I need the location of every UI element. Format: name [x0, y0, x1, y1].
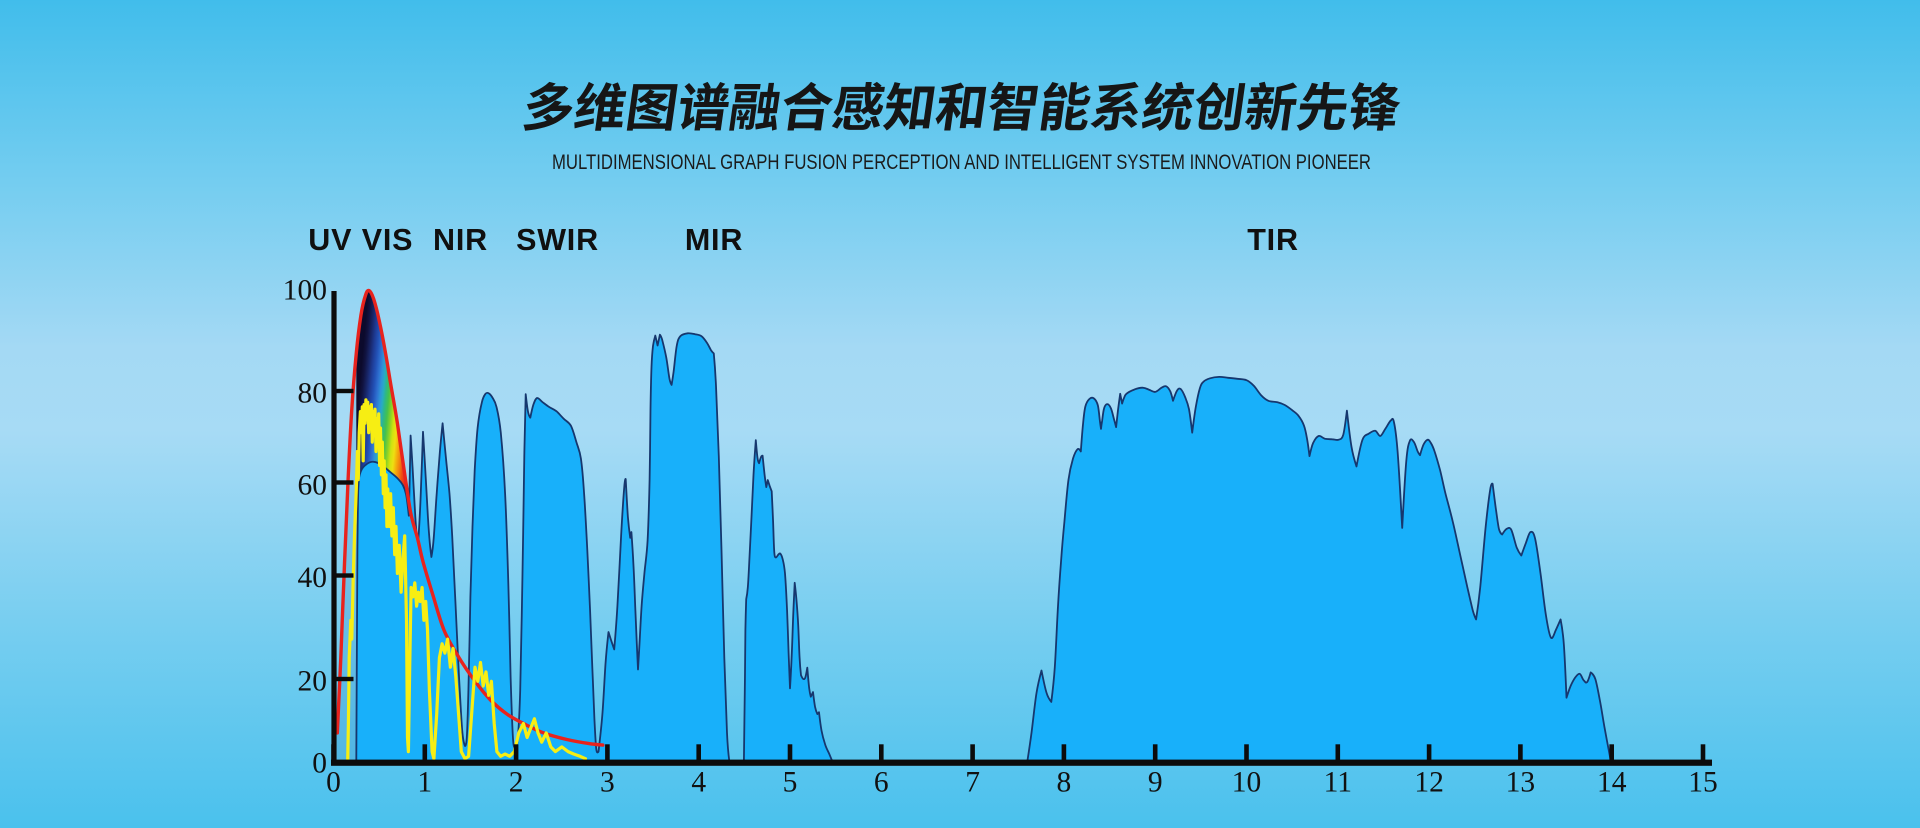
svg-text:SWIR: SWIR [516, 223, 599, 257]
svg-text:2: 2 [509, 767, 524, 799]
svg-text:1: 1 [417, 767, 432, 799]
svg-text:UV: UV [308, 223, 352, 257]
svg-text:13: 13 [1506, 767, 1536, 799]
svg-text:4: 4 [691, 767, 706, 799]
svg-text:20: 20 [298, 666, 328, 698]
svg-text:0: 0 [312, 748, 327, 780]
svg-text:40: 40 [298, 562, 328, 594]
svg-text:60: 60 [298, 470, 328, 502]
svg-text:7: 7 [965, 767, 980, 799]
svg-text:5: 5 [783, 767, 798, 799]
svg-text:3: 3 [600, 767, 615, 799]
svg-text:10: 10 [1232, 767, 1262, 799]
svg-text:80: 80 [298, 378, 328, 410]
svg-text:0: 0 [326, 767, 341, 799]
svg-text:VIS: VIS [362, 223, 414, 257]
svg-text:TIR: TIR [1247, 223, 1299, 257]
svg-text:100: 100 [283, 275, 327, 307]
svg-text:14: 14 [1597, 767, 1627, 799]
svg-text:11: 11 [1324, 767, 1352, 799]
svg-text:9: 9 [1148, 767, 1163, 799]
svg-text:6: 6 [874, 767, 889, 799]
svg-text:8: 8 [1057, 767, 1072, 799]
svg-text:NIR: NIR [433, 223, 488, 257]
svg-text:MIR: MIR [685, 223, 743, 257]
svg-text:15: 15 [1688, 767, 1718, 799]
svg-text:12: 12 [1414, 767, 1444, 799]
svg-text:MULTIDIMENSIONAL GRAPH FUSION: MULTIDIMENSIONAL GRAPH FUSION PERCEPTION… [552, 151, 1371, 174]
